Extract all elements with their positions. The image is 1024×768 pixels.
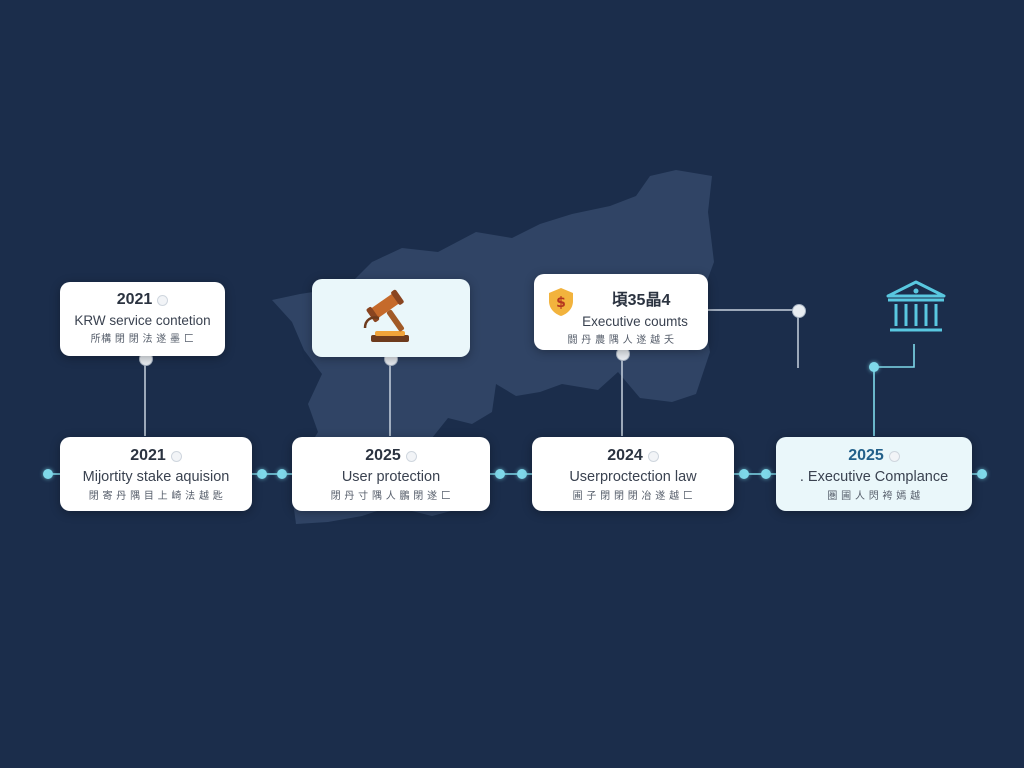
year-marker [405, 450, 417, 462]
bottom-card-3: 2024 Userproctection law 圃 子 閉 閉 閉 冶 遂 越… [532, 437, 734, 511]
bank-connector [873, 344, 915, 436]
card-year: 2024 [607, 447, 643, 464]
card-year: 2021 [116, 291, 153, 308]
year-marker [888, 450, 900, 462]
top-card-1: 2021 KRW service contetion 所構 閉 閉 法 遂 墨 … [60, 282, 225, 356]
timeline-dot [43, 469, 53, 479]
card-year: 2025 [365, 447, 401, 464]
year-marker [157, 294, 169, 306]
timeline-dot [257, 469, 267, 479]
pin-4 [792, 304, 806, 318]
top-card-2 [312, 279, 470, 357]
card-title: User protection [341, 469, 441, 485]
card-subtitle: 所構 閉 閉 法 遂 墨 匚 [90, 334, 195, 345]
timeline-dot [517, 469, 527, 479]
card-title: KRW service contetion [74, 313, 211, 328]
bottom-card-1: 2021 Mijortity stake aquision 閉 寄 丹 隅 目 … [60, 437, 252, 511]
card-subtitle: 閉 寄 丹 隅 目 上 崎 法 越 匙 [88, 491, 224, 502]
card-title: Executive coumts [582, 314, 688, 329]
year-marker [647, 450, 659, 462]
timeline-dot [277, 469, 287, 479]
timeline-dot [739, 469, 749, 479]
card-title: Userproctection law [569, 469, 697, 485]
shield-dollar-icon: $ [549, 288, 573, 316]
timeline-dot [977, 469, 987, 479]
timeline-dot [495, 469, 505, 479]
card-year: 頃35晶4 [611, 292, 671, 309]
card-subtitle: 閉 丹 寸 隅 人 鵬 閉 遂 匚 [330, 491, 452, 502]
bottom-card-2: 2025 User protection 閉 丹 寸 隅 人 鵬 閉 遂 匚 [292, 437, 490, 511]
card-year: 2025 [848, 447, 884, 464]
card-subtitle: 圏 圃 人 閃 袴 嫣 越 [827, 491, 921, 502]
card-title: . Executive Complance [799, 469, 949, 485]
year-marker [170, 450, 182, 462]
card-subtitle: 闘 丹 農 隅 人 遂 越 夭 [567, 335, 675, 346]
bottom-card-4: 2025 . Executive Complance 圏 圃 人 閃 袴 嫣 越 [776, 437, 972, 511]
gavel-icon [363, 289, 409, 342]
timeline-dot [869, 362, 879, 372]
bank-building-icon [886, 280, 946, 332]
card-title: Mijortity stake aquision [82, 469, 230, 485]
card-subtitle: 圃 子 閉 閉 閉 冶 遂 越 匚 [572, 491, 694, 502]
card-year: 2021 [130, 447, 166, 464]
map-shape [272, 170, 714, 524]
svg-text:$: $ [556, 295, 566, 311]
top-card-3: $ 頃35晶4 Executive coumts 闘 丹 農 隅 人 遂 越 夭 [534, 274, 708, 350]
timeline-dot [761, 469, 771, 479]
